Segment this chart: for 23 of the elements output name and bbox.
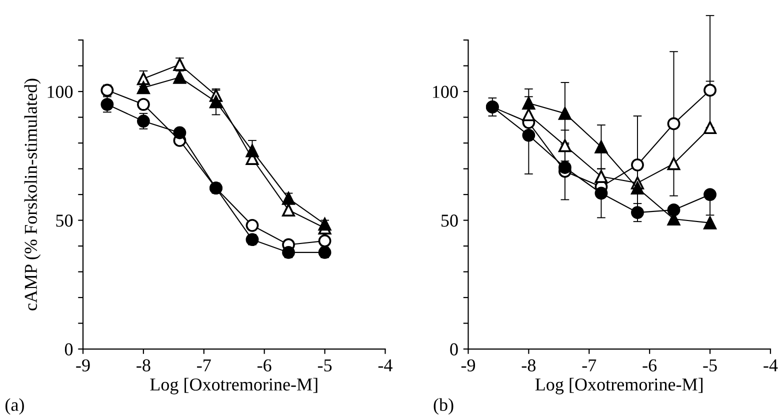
text: (b) xyxy=(434,398,454,415)
y-tick-label: 0 xyxy=(64,343,73,356)
x-tick-label: -6 xyxy=(257,359,272,372)
x-tick-label: -5 xyxy=(703,359,717,372)
text: (a) xyxy=(5,398,24,415)
x-tick-label: -7 xyxy=(582,359,596,372)
x-tick-label: -8 xyxy=(522,359,536,372)
y-tick-label: 50 xyxy=(442,214,458,227)
x-axis-title: Log [Oxotremorine-M] xyxy=(535,378,702,394)
y-tick-label: 0 xyxy=(450,343,458,356)
y-tick-label: 100 xyxy=(48,86,73,98)
x-tick-label: -9 xyxy=(76,359,90,372)
x-tick-label: -4 xyxy=(764,359,778,372)
x-tick-label: -9 xyxy=(461,359,476,372)
x-tick-label: -6 xyxy=(642,359,657,372)
y-tick-label: 100 xyxy=(433,86,458,98)
x-tick-label: -5 xyxy=(318,359,332,372)
y-axis-title: cAMP (% Forskolin-stimulated) xyxy=(24,78,41,310)
x-axis-title: Log [Oxotremorine-M] xyxy=(150,378,318,394)
x-tick-label: -8 xyxy=(136,359,150,372)
x-tick-label: -7 xyxy=(197,359,211,372)
y-tick-label: 50 xyxy=(56,214,73,227)
x-tick-label: -4 xyxy=(378,359,392,372)
